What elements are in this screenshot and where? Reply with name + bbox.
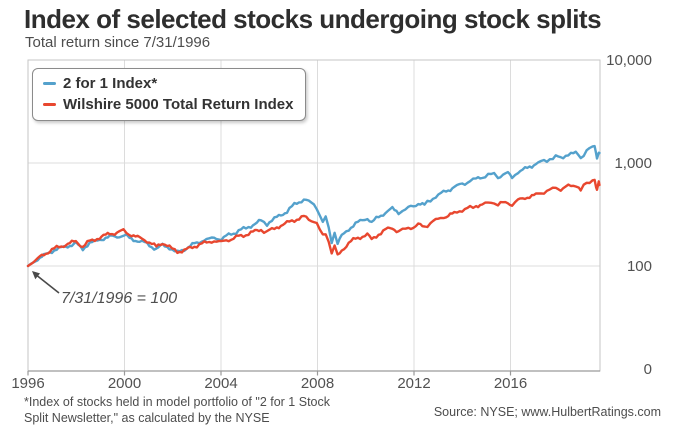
x-tick-label: 2008 xyxy=(301,375,334,392)
x-tick-label: 1996 xyxy=(11,375,44,392)
legend-swatch-blue-icon xyxy=(43,81,56,86)
legend-label: 2 for 1 Index* xyxy=(63,75,158,92)
annotation-arrow-head-icon xyxy=(32,271,40,280)
x-tick-label: 2004 xyxy=(204,375,237,392)
page-subtitle: Total return since 7/31/1996 xyxy=(25,34,211,51)
legend-label: Wilshire 5000 Total Return Index xyxy=(63,96,294,113)
legend-item-wilshire: Wilshire 5000 Total Return Index xyxy=(43,95,293,114)
annotation-arrow-line xyxy=(34,273,60,294)
legend-box: 2 for 1 Index* Wilshire 5000 Total Retur… xyxy=(32,68,307,121)
y-tick-label: 100 xyxy=(627,258,652,275)
series-line-wilshire-5000 xyxy=(26,178,601,268)
y-tick-label: 1,000 xyxy=(614,155,652,172)
page-title: Index of selected stocks undergoing stoc… xyxy=(24,4,602,34)
base-value-annotation: 7/31/1996 = 100 xyxy=(61,290,178,307)
source-credit: Source: NYSE; www.HulbertRatings.com xyxy=(433,405,661,419)
x-tick-label: 2012 xyxy=(397,375,430,392)
legend-item-2for1: 2 for 1 Index* xyxy=(43,74,293,93)
footnote-line2: Split Newsletter," as calculated by the … xyxy=(24,410,270,425)
legend-swatch-red-icon xyxy=(43,102,56,107)
series-line-2for1-index xyxy=(26,144,601,268)
footnote-line1: *Index of stocks held in model portfolio… xyxy=(24,395,330,409)
footnote: *Index of stocks held in model portfolio… xyxy=(24,395,424,426)
x-tick-label: 2000 xyxy=(108,375,141,392)
x-tick-label: 2016 xyxy=(494,375,527,392)
y-tick-label: 0 xyxy=(644,361,652,378)
y-tick-label: 10,000 xyxy=(606,52,652,69)
